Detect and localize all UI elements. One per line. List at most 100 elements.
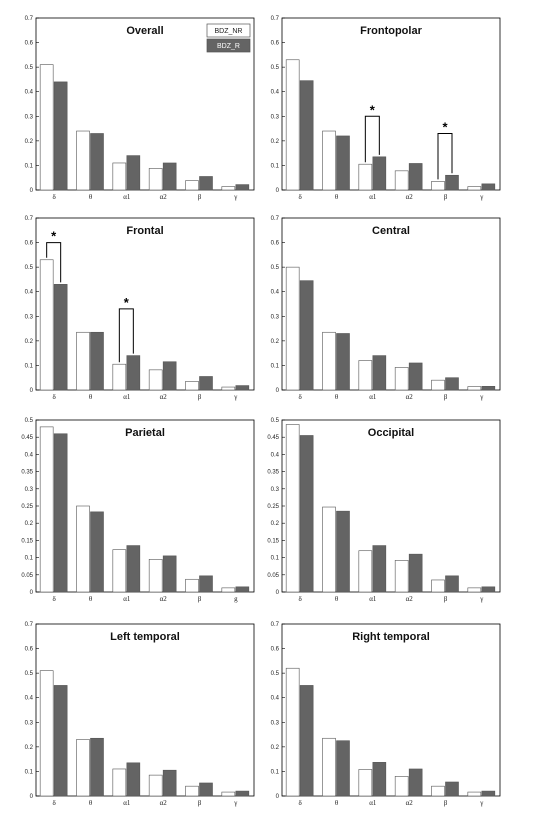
x-category-label: α1 [369,799,377,807]
y-tick-label: 0.7 [25,16,34,22]
bar-bdz-r [162,361,177,391]
bar-bdz-r [299,80,314,191]
bar-bdz-r [199,782,213,797]
bar-bdz-nr [431,785,445,797]
bar-bdz-nr [467,791,482,797]
y-tick-label: 0.6 [271,241,280,247]
bar-bdz-r [372,355,387,391]
y-tick-label: 0.2 [25,745,34,751]
y-tick-label: 0.5 [25,671,34,677]
x-category-label: δ [299,393,303,401]
bar-bdz-r [162,555,177,593]
x-category-label: θ [335,393,339,401]
x-category-label: β [444,393,448,401]
panel-title: Parietal [125,427,165,439]
bar-bdz-r [445,174,459,191]
bar-bdz-nr [76,505,90,593]
bar-bdz-r [199,176,213,191]
y-tick-label: 0.7 [25,622,34,628]
bar-bdz-nr [285,59,300,191]
y-tick-label: 0.3 [271,720,280,726]
y-tick-label: 0.7 [271,16,280,22]
y-tick-label: 0.2 [271,521,280,527]
y-tick-label: 0.1 [25,769,34,775]
y-tick-label: 0.1 [271,556,280,562]
y-tick-label: 0 [30,590,34,596]
x-category-label: θ [335,595,339,603]
y-tick-label: 0.1 [271,363,280,369]
bar-bdz-nr [322,130,336,191]
bar-bdz-r [53,81,68,191]
y-tick-label: 0.4 [25,696,34,702]
y-tick-label: 0.2 [271,339,280,345]
bar-bdz-r [162,162,177,191]
panel-right-temporal: 0 0.1 0.2 0.3 0.4 0.5 0.6 0.7 δ θ α1 α2 β γ Right temp… [271,622,501,807]
bar-bdz-nr [185,381,199,391]
y-tick-label: 0.4 [271,452,280,458]
y-tick-label: 0.2 [25,339,34,345]
x-category-label: δ [53,393,57,401]
bar-bdz-r [199,575,213,593]
y-tick-label: 0.4 [25,90,34,96]
bar-bdz-nr [148,369,163,391]
bar-bdz-nr [358,360,373,391]
panel-occipital: 0 0.05 0.1 0.15 0.2 0.25 0.3 0.35 0.4 0.45 0.5 δ θ α1… [267,418,501,603]
bar-bdz-r [336,740,350,797]
bar-bdz-r [199,376,213,391]
significance-bracket [437,132,453,180]
axes-frame [35,217,255,391]
panel-title: Right temporal [352,631,430,643]
y-tick-label: 0.3 [25,114,34,120]
x-category-label: α2 [406,393,414,401]
bar-bdz-nr [322,737,336,797]
y-tick-label: 0.25 [21,504,33,510]
x-category-label: θ [335,193,339,201]
x-category-label: β [198,193,202,201]
bar-bdz-nr [431,579,445,593]
bar-bdz-nr [221,386,236,391]
x-category-label: γ [479,595,483,603]
x-category-label: α1 [369,595,377,603]
bar-bdz-nr [467,386,482,391]
panel-title: Left temporal [110,631,180,643]
y-tick-label: 0.1 [271,769,280,775]
bar-bdz-r [299,435,314,593]
bar-bdz-r [445,781,459,797]
bar-bdz-r [90,133,104,191]
bar-bdz-nr [148,559,163,593]
bar-bdz-nr [112,162,127,191]
axes-frame [35,17,255,191]
bar-bdz-r [408,163,423,191]
bar-bdz-nr [285,266,300,391]
x-category-label: δ [299,193,303,201]
bar-bdz-r [235,184,250,191]
x-category-label: α2 [160,393,168,401]
bar-bdz-nr [185,785,199,797]
bar-bdz-r [372,156,387,191]
legend-swatch [206,23,251,38]
y-tick-label: 0.4 [271,696,280,702]
significance-star: * [370,102,376,117]
bar-bdz-nr [394,170,409,191]
bar-bdz-r [372,545,387,593]
y-tick-label: 0.35 [21,470,33,476]
bar-bdz-nr [221,791,236,797]
significance-bracket [364,115,380,163]
y-tick-label: 0 [276,590,280,596]
bar-bdz-nr [285,424,300,593]
x-category-label: δ [299,799,303,807]
y-tick-label: 0.5 [271,671,280,677]
y-tick-label: 0.4 [25,452,34,458]
bar-bdz-r [126,762,141,797]
significance-bracket [118,308,134,363]
bar-bdz-r [53,685,68,797]
bar-bdz-nr [112,768,127,797]
x-category-label: α1 [123,799,131,807]
y-tick-label: 0.2 [271,745,280,751]
bar-bdz-r [235,586,250,593]
bar-bdz-nr [358,550,373,593]
y-tick-label: 0.5 [25,418,34,424]
legend-label: BDZ_R [217,43,240,50]
panel-parietal: 0 0.05 0.1 0.15 0.2 0.25 0.3 0.35 0.4 0.45 0.5 δ θ α1… [21,418,255,603]
bar-bdz-r [235,385,250,391]
